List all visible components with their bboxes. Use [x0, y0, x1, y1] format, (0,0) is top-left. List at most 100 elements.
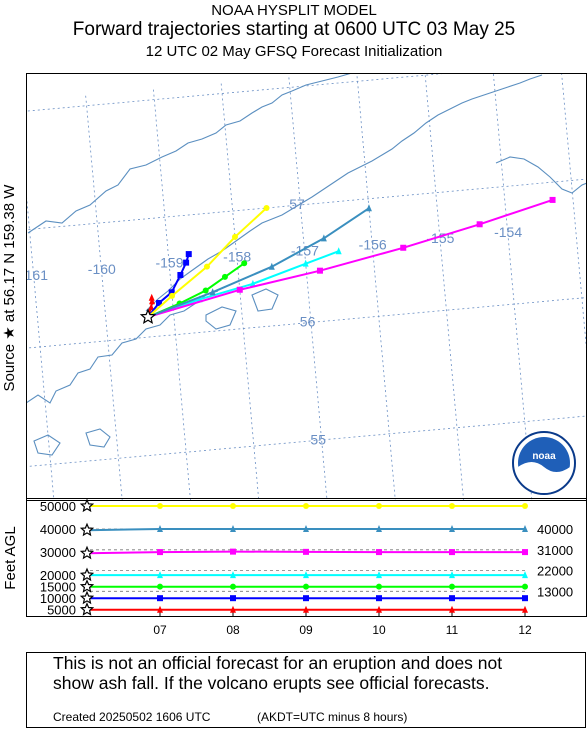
trajectory-marker	[522, 583, 528, 590]
altitude-tick-right: 13000	[537, 584, 573, 599]
trajectory-marker	[202, 287, 209, 294]
trajectory-marker	[249, 279, 256, 287]
altitude-tick-right: 40000	[537, 522, 573, 537]
coastline-kodiak	[495, 156, 587, 194]
source-star-icon	[79, 545, 95, 560]
trajectory-marker	[316, 267, 323, 274]
altitude-tick-left: 30000	[40, 545, 76, 560]
trajectory-marker	[376, 595, 382, 602]
altitude-axis-label: Feet AGL	[2, 526, 19, 589]
time-tick-label: 11	[446, 623, 459, 637]
trajectory-marker	[230, 605, 236, 613]
trajectory-marker	[157, 503, 163, 509]
time-tick-label: 09	[299, 623, 313, 637]
longitude-label: -159	[155, 255, 183, 271]
source-star-icon	[79, 602, 95, 616]
meridian-line	[152, 87, 191, 501]
coastline-shelikof-shore	[145, 74, 543, 312]
trajectory-marker	[302, 259, 309, 267]
trajectory-marker	[230, 525, 236, 533]
coastline-islands-3	[33, 434, 61, 456]
source-star-icon	[79, 567, 95, 582]
trajectory-marker	[263, 204, 270, 211]
disclaimer-line-2: show ash fall. If the volcano erupts see…	[53, 673, 490, 693]
trajectory-marker	[303, 605, 309, 613]
source-star-icon	[79, 590, 95, 605]
trajectory-marker	[522, 549, 528, 556]
trajectory-marker	[522, 605, 528, 613]
trajectory-marker	[230, 503, 236, 509]
trajectory-marker	[376, 503, 382, 509]
trajectory-20000-ft	[147, 204, 270, 318]
latitude-label: 55	[310, 431, 326, 447]
time-tick-label: 10	[372, 623, 386, 637]
altitude-series-20000	[79, 567, 528, 582]
source-star-icon	[79, 579, 95, 593]
trajectory-marker	[449, 605, 455, 613]
title-line-2: Forward trajectories starting at 0600 UT…	[72, 19, 516, 40]
created-timestamp: Created 20250502 1606 UTC	[53, 710, 211, 724]
noaa-logo-text: noaa	[532, 451, 556, 462]
coastline-islands-2	[251, 288, 279, 312]
meridian-line	[561, 73, 587, 359]
trajectory-marker	[449, 595, 455, 602]
trajectory-marker	[183, 259, 190, 266]
altitude-tick-left: 40000	[40, 522, 76, 537]
trajectory-marker	[209, 288, 216, 296]
altitude-tick-right: 31000	[537, 543, 573, 558]
trajectory-marker	[549, 196, 556, 203]
trajectory-marker	[303, 571, 309, 579]
time-tick-label: 07	[153, 623, 167, 637]
altitude-series-40000	[79, 522, 528, 537]
coastline-islands-4	[85, 428, 111, 448]
trajectory-marker	[168, 289, 175, 296]
trajectory-marker	[522, 571, 528, 579]
trajectory-marker	[449, 525, 455, 533]
coastline-alaska-peninsula	[27, 73, 353, 234]
title-line-1: NOAA HYSPLIT MODEL	[211, 2, 377, 19]
altitude-tick-left: 20000	[40, 568, 76, 583]
trajectory-marker	[169, 292, 176, 299]
latitude-label: 57	[289, 196, 305, 212]
longitude-label: -160	[88, 261, 116, 277]
trajectory-30000-ft	[147, 196, 556, 318]
trajectory-marker	[365, 204, 372, 212]
trajectory-marker	[203, 263, 210, 270]
trajectory-marker	[522, 525, 528, 533]
coastline-islands	[205, 306, 237, 330]
meridian-line	[288, 75, 328, 501]
disclaimer-box: This is not an official forecast for an …	[26, 652, 586, 728]
longitude-label: -156	[359, 236, 387, 252]
longitude-label: -161	[26, 267, 48, 283]
trajectory-marker	[376, 571, 382, 579]
source-star-icon	[139, 308, 157, 324]
trajectory-line	[147, 198, 553, 318]
meridian-line	[26, 186, 55, 501]
altitude-series-20000	[79, 498, 528, 513]
trajectory-marker	[230, 548, 236, 555]
trajectory-marker	[303, 583, 309, 590]
trajectory-marker	[157, 571, 163, 579]
trajectory-marker	[268, 262, 275, 270]
trajectory-marker	[522, 595, 528, 602]
trajectory-marker	[230, 595, 236, 602]
trajectory-20000-ft	[147, 247, 342, 318]
source-label: Source ★ at 56.17 N 159.38 W	[1, 184, 18, 392]
trajectory-marker	[335, 247, 342, 255]
trajectory-marker	[449, 503, 455, 509]
trajectory-marker	[476, 221, 483, 228]
trajectory-marker	[376, 525, 382, 533]
meridian-line	[220, 81, 260, 501]
title-line-3: 12 UTC 02 May GFSQ Forecast Initializati…	[145, 43, 443, 60]
altitude-tick-left: 5000	[47, 603, 76, 618]
meridian-line	[85, 93, 123, 501]
trajectory-marker	[320, 234, 327, 242]
source-star-icon	[79, 522, 95, 537]
trajectories	[147, 196, 556, 318]
trajectory-marker	[449, 571, 455, 579]
trajectory-marker	[177, 271, 184, 278]
longitude-label: -154	[494, 224, 522, 240]
trajectory-marker	[231, 233, 238, 240]
altitude-tick-left: 15000	[40, 580, 76, 595]
